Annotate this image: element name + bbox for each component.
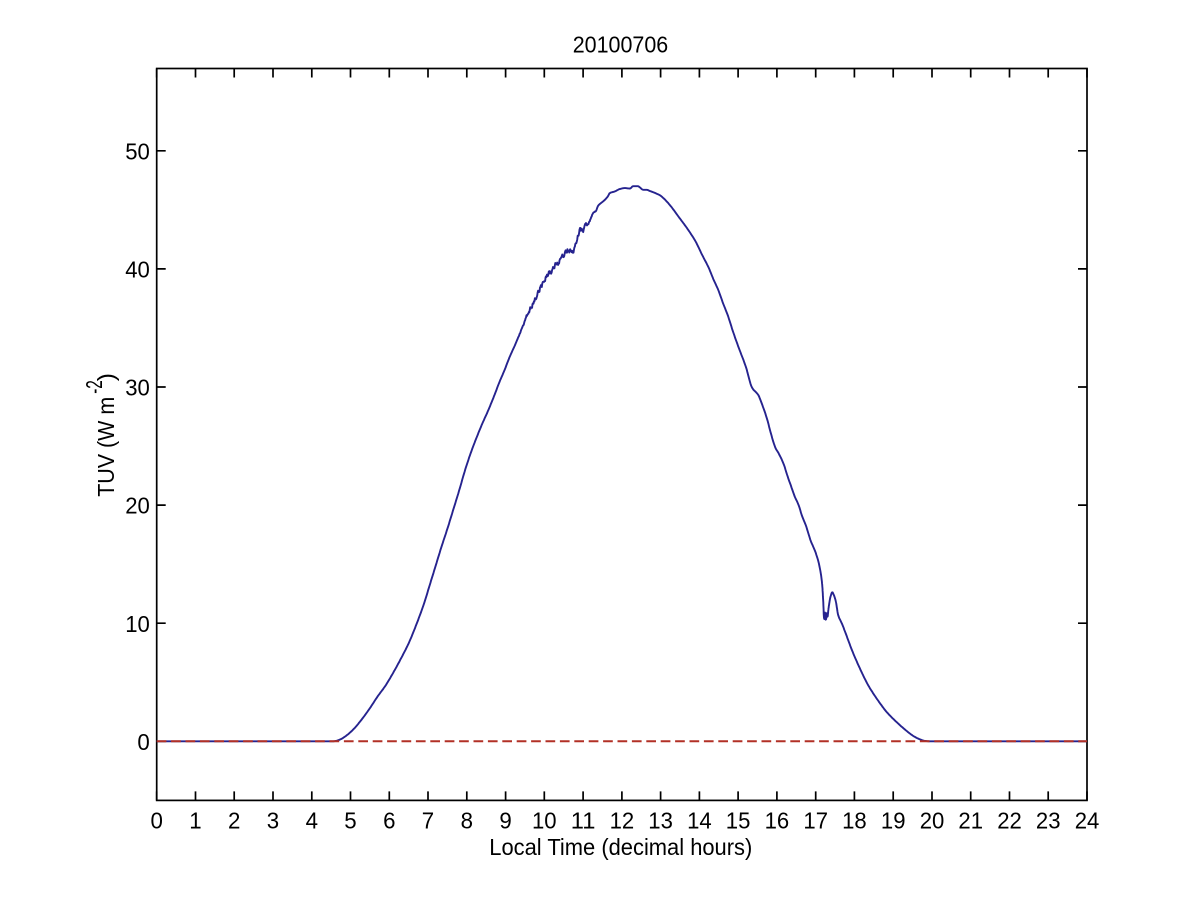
svg-text:16: 16 — [765, 807, 790, 833]
svg-text:10: 10 — [125, 611, 150, 637]
svg-text:9: 9 — [499, 807, 511, 833]
svg-text:20: 20 — [125, 493, 150, 519]
svg-text:22: 22 — [997, 807, 1022, 833]
svg-text:23: 23 — [1036, 807, 1061, 833]
svg-text:): ) — [93, 373, 119, 381]
svg-text:15: 15 — [726, 807, 751, 833]
svg-text:17: 17 — [803, 807, 828, 833]
svg-text:14: 14 — [687, 807, 712, 833]
svg-text:TUV (W m: TUV (W m — [93, 397, 119, 497]
svg-text:5: 5 — [344, 807, 356, 833]
svg-text:Local Time (decimal hours): Local Time (decimal hours) — [489, 834, 752, 860]
svg-text:-2: -2 — [81, 380, 107, 394]
svg-text:11: 11 — [571, 807, 596, 833]
svg-text:19: 19 — [881, 807, 906, 833]
svg-text:10: 10 — [532, 807, 557, 833]
svg-text:50: 50 — [125, 138, 150, 164]
svg-text:8: 8 — [461, 807, 473, 833]
svg-text:0: 0 — [137, 729, 149, 755]
svg-text:21: 21 — [958, 807, 983, 833]
svg-text:7: 7 — [422, 807, 434, 833]
svg-text:18: 18 — [842, 807, 867, 833]
svg-text:13: 13 — [648, 807, 673, 833]
svg-text:3: 3 — [267, 807, 279, 833]
svg-text:6: 6 — [383, 807, 395, 833]
svg-text:20: 20 — [920, 807, 945, 833]
svg-text:4: 4 — [306, 807, 318, 833]
svg-text:40: 40 — [125, 257, 150, 283]
svg-text:0: 0 — [151, 807, 163, 833]
svg-text:12: 12 — [610, 807, 635, 833]
svg-text:20100706: 20100706 — [573, 31, 669, 57]
svg-text:1: 1 — [189, 807, 201, 833]
svg-text:30: 30 — [125, 375, 150, 401]
svg-text:24: 24 — [1075, 807, 1100, 833]
svg-text:2: 2 — [228, 807, 240, 833]
